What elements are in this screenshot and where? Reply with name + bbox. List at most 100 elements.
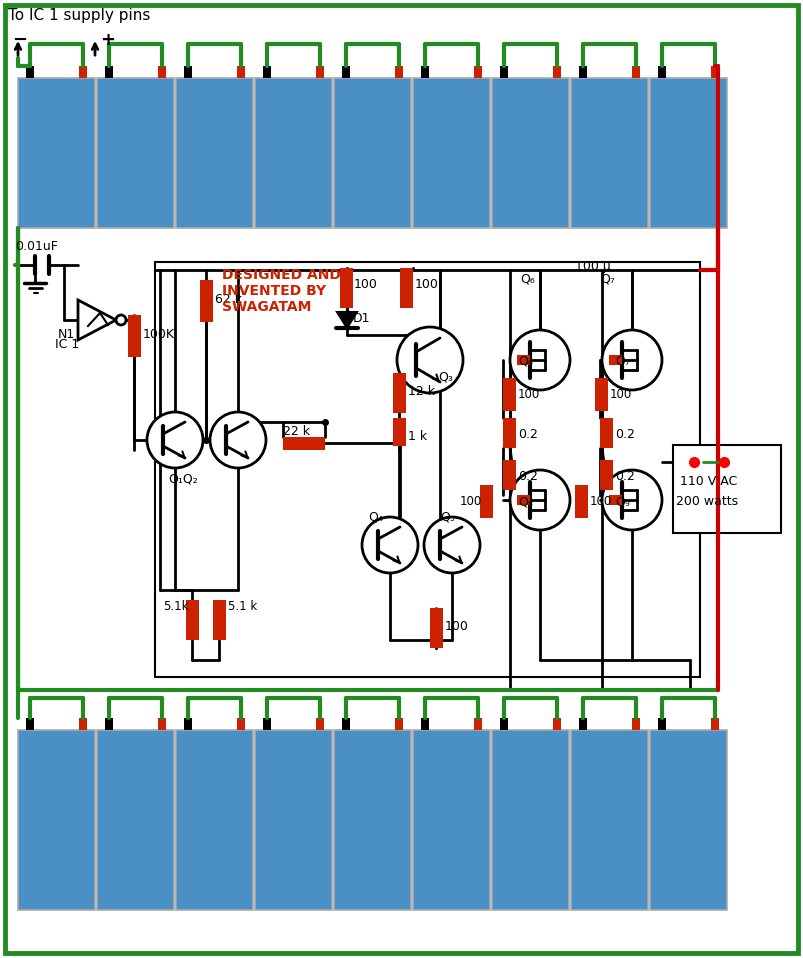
Bar bbox=[97, 730, 173, 910]
Bar bbox=[158, 718, 165, 730]
Bar bbox=[413, 78, 489, 228]
Bar bbox=[26, 66, 34, 78]
Bar bbox=[255, 730, 332, 910]
Bar bbox=[672, 445, 780, 533]
Text: 110 V AC: 110 V AC bbox=[679, 475, 736, 488]
Bar bbox=[499, 66, 507, 78]
Bar bbox=[552, 718, 560, 730]
Bar bbox=[105, 718, 113, 730]
Bar bbox=[255, 78, 332, 228]
Bar bbox=[155, 262, 699, 677]
Bar bbox=[316, 718, 324, 730]
Circle shape bbox=[423, 517, 479, 573]
Text: 100: 100 bbox=[517, 388, 540, 401]
Circle shape bbox=[397, 327, 463, 393]
Bar bbox=[400, 268, 413, 308]
Bar bbox=[341, 718, 349, 730]
Bar bbox=[430, 608, 442, 648]
Bar bbox=[421, 718, 429, 730]
Circle shape bbox=[210, 412, 266, 468]
Bar bbox=[158, 66, 165, 78]
Bar bbox=[333, 78, 410, 228]
Bar bbox=[599, 460, 612, 490]
Bar bbox=[608, 355, 622, 365]
Bar bbox=[176, 78, 253, 228]
Bar bbox=[710, 718, 718, 730]
Text: Q₄: Q₄ bbox=[368, 510, 382, 523]
Bar bbox=[184, 66, 192, 78]
Text: 62 k: 62 k bbox=[214, 293, 242, 306]
Text: Q₁Q₂: Q₁Q₂ bbox=[168, 472, 198, 485]
Text: 200 watts: 200 watts bbox=[675, 495, 737, 508]
Bar bbox=[263, 66, 271, 78]
Text: 100: 100 bbox=[589, 495, 612, 508]
Bar bbox=[578, 718, 586, 730]
Circle shape bbox=[147, 412, 202, 468]
Circle shape bbox=[361, 517, 418, 573]
Bar bbox=[599, 418, 612, 448]
Bar bbox=[394, 718, 402, 730]
Bar bbox=[491, 78, 569, 228]
Bar bbox=[105, 66, 113, 78]
Text: 1 k: 1 k bbox=[407, 430, 426, 443]
Text: Q₇: Q₇ bbox=[599, 272, 614, 285]
Bar bbox=[649, 78, 726, 228]
Text: +: + bbox=[100, 31, 115, 49]
Text: 22 k: 22 k bbox=[283, 425, 310, 438]
Bar bbox=[594, 378, 607, 411]
Bar bbox=[516, 495, 529, 505]
Bar bbox=[503, 460, 516, 490]
Bar bbox=[608, 495, 622, 505]
Bar bbox=[97, 78, 173, 228]
Bar bbox=[393, 373, 406, 413]
Bar bbox=[393, 418, 406, 446]
Text: To IC 1 supply pins: To IC 1 supply pins bbox=[8, 8, 150, 23]
Bar bbox=[18, 730, 95, 910]
Circle shape bbox=[509, 470, 569, 530]
Text: Q₃: Q₃ bbox=[438, 370, 452, 383]
Bar bbox=[631, 66, 639, 78]
Bar bbox=[237, 718, 245, 730]
Bar bbox=[128, 315, 141, 357]
Bar bbox=[283, 437, 324, 450]
Text: 100K: 100K bbox=[143, 328, 175, 341]
Bar bbox=[79, 66, 87, 78]
Text: 0.2: 0.2 bbox=[614, 470, 634, 483]
Text: IC 1: IC 1 bbox=[55, 338, 79, 351]
Bar bbox=[213, 600, 226, 640]
Bar bbox=[499, 718, 507, 730]
Text: 0.2: 0.2 bbox=[517, 428, 537, 441]
Polygon shape bbox=[336, 312, 357, 328]
Text: 5.1 k: 5.1 k bbox=[228, 600, 257, 613]
Bar bbox=[657, 718, 665, 730]
Bar bbox=[578, 66, 586, 78]
Text: Q₈: Q₈ bbox=[517, 495, 532, 508]
Text: 5.1k: 5.1k bbox=[163, 600, 188, 613]
Bar bbox=[503, 418, 516, 448]
Text: Q₉: Q₉ bbox=[614, 495, 629, 508]
Circle shape bbox=[509, 330, 569, 390]
Bar bbox=[570, 78, 647, 228]
Bar bbox=[570, 730, 647, 910]
Bar bbox=[503, 378, 516, 411]
Text: −: − bbox=[12, 31, 27, 49]
Bar bbox=[18, 78, 95, 228]
Bar bbox=[479, 485, 492, 518]
Bar bbox=[516, 355, 529, 365]
Text: N1: N1 bbox=[58, 328, 75, 341]
Text: 12 k: 12 k bbox=[407, 385, 434, 398]
Bar bbox=[710, 66, 718, 78]
Text: 100: 100 bbox=[609, 388, 631, 401]
Bar bbox=[474, 66, 482, 78]
Text: 100: 100 bbox=[414, 278, 438, 291]
Bar bbox=[340, 268, 353, 308]
Text: 100: 100 bbox=[459, 495, 482, 508]
Text: Q₆: Q₆ bbox=[520, 272, 534, 285]
Bar bbox=[552, 66, 560, 78]
Polygon shape bbox=[78, 300, 116, 340]
Bar bbox=[394, 66, 402, 78]
Bar bbox=[474, 718, 482, 730]
Bar bbox=[263, 718, 271, 730]
Text: D1: D1 bbox=[353, 312, 370, 325]
Text: 0.01uF: 0.01uF bbox=[15, 240, 58, 253]
